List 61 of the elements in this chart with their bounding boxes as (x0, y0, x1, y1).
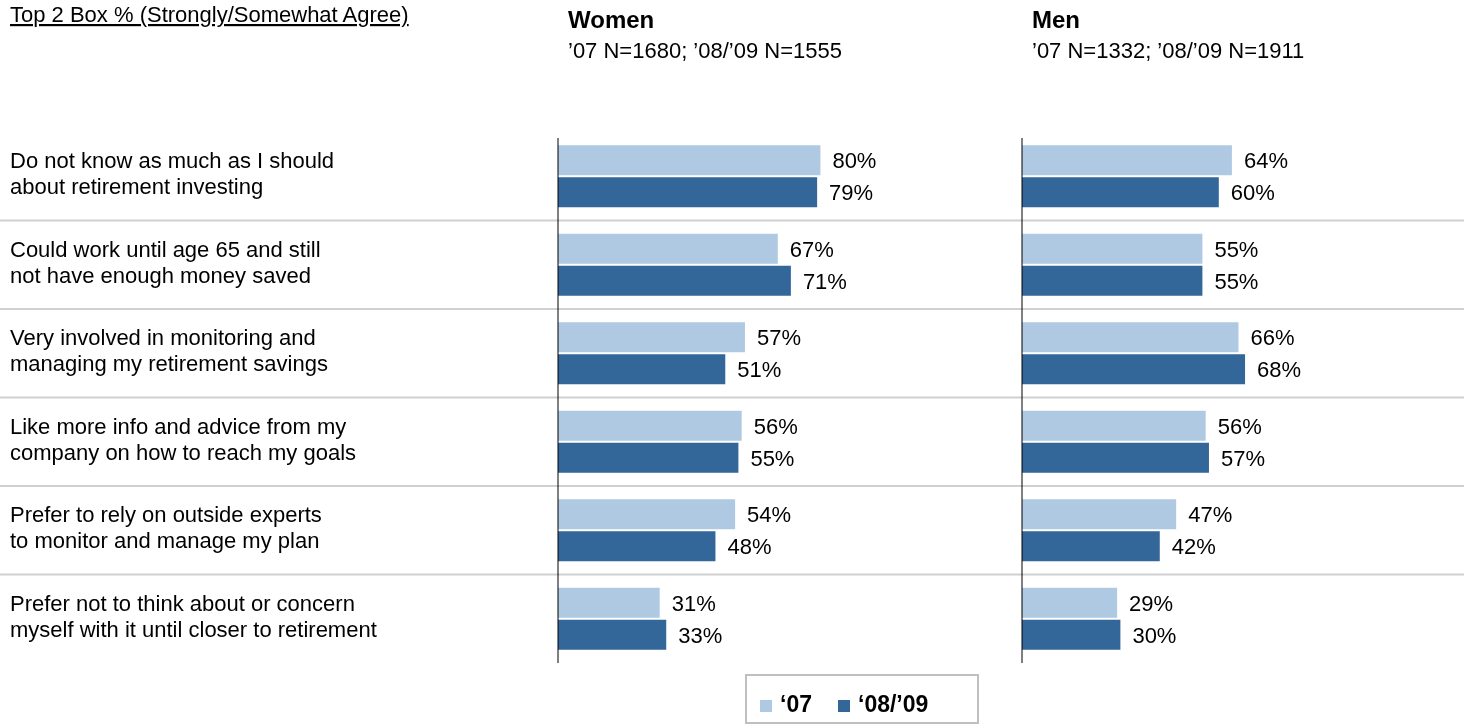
data-label: 29% (1129, 590, 1174, 616)
bar (558, 265, 791, 296)
y-tick-label: Could work until age 65 and still not have enough money saved (10, 236, 321, 288)
data-label: 30% (1132, 622, 1177, 648)
data-label: 31% (671, 590, 716, 616)
bar (1022, 354, 1246, 385)
data-label: 57% (1220, 445, 1266, 471)
data-label: 60% (1230, 180, 1275, 206)
chart-subtitle: ’07 N=1332; ’08/’09 N=1911 (1032, 38, 1305, 63)
bar (558, 145, 821, 176)
data-label: 33% (678, 622, 723, 648)
bar (558, 233, 778, 264)
data-label: 51% (737, 357, 782, 383)
data-label: 55% (1214, 236, 1259, 262)
data-label: 55% (750, 445, 795, 471)
chart-title: Men (1032, 6, 1080, 33)
chart-subtitle: ’07 N=1680; ’08/’09 N=1555 (568, 38, 842, 63)
data-label: 42% (1171, 534, 1216, 560)
bar (1022, 531, 1160, 562)
bar (1022, 322, 1239, 353)
data-label: 71% (802, 268, 847, 294)
bar (558, 531, 716, 562)
bar (1022, 265, 1203, 296)
data-label: 64% (1243, 148, 1288, 174)
y-tick-label: Prefer not to think about or concern myself with it until closer to retirement (10, 590, 377, 642)
chart-title: Women (568, 6, 655, 33)
data-label: 66% (1250, 325, 1295, 351)
bar (1022, 499, 1177, 530)
data-label: 54% (747, 502, 792, 528)
bar (558, 177, 818, 208)
y-tick-label: Like more info and advice from my company on how to reach my goals (10, 413, 357, 465)
bar (558, 587, 660, 618)
data-label: 68% (1257, 357, 1302, 383)
data-label: 57% (756, 325, 802, 351)
data-label: 48% (727, 534, 772, 560)
data-label: 67% (789, 236, 834, 262)
bar (1022, 177, 1219, 208)
bar (558, 442, 739, 473)
bar (558, 499, 736, 530)
bar (1022, 145, 1232, 176)
bar (558, 354, 726, 385)
y-tick-label: Do not know as much as I should about retirement investing (10, 148, 335, 199)
data-label: 79% (829, 180, 874, 206)
data-label: 80% (832, 148, 877, 174)
bar (1022, 587, 1118, 618)
y-tick-label: Prefer to rely on outside experts to monitor and manage my plan (10, 502, 322, 553)
bar (1022, 619, 1121, 650)
bar (558, 410, 742, 441)
data-label: 55% (1214, 268, 1259, 294)
text: Top 2 Box % (Strongly/Somewhat Agree) (10, 2, 409, 27)
data-label: 47% (1188, 502, 1233, 528)
data-label: 56% (753, 413, 798, 439)
legend-label: ‘08/’09 (858, 691, 929, 717)
y-tick-label: Very involved in monitoring and managing my retirement savings (10, 325, 328, 376)
data-label: 56% (1217, 413, 1262, 439)
legend-label: ‘07 (780, 691, 812, 717)
bar (558, 322, 745, 353)
bar (558, 619, 667, 650)
bar (1022, 233, 1203, 264)
bar (1022, 410, 1206, 441)
bar (1022, 442, 1209, 473)
